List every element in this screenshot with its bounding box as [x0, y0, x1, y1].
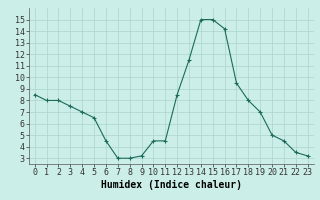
X-axis label: Humidex (Indice chaleur): Humidex (Indice chaleur)	[101, 180, 242, 190]
